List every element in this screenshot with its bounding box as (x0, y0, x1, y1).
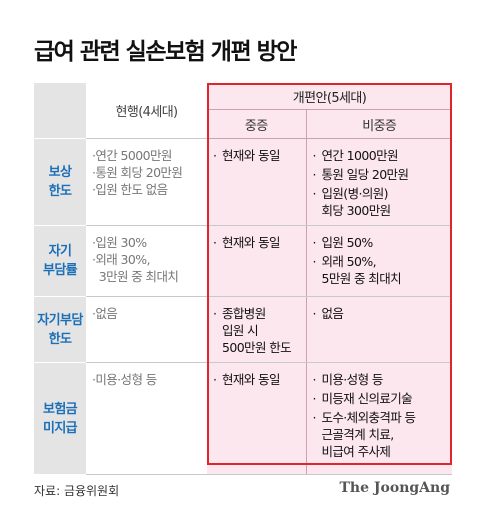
current-line: ·없음 (92, 306, 118, 321)
bullet-icon: · (213, 148, 217, 163)
list-item: · 현재와 동일 (213, 234, 300, 251)
list-item: · 없음 (313, 305, 447, 322)
bullet-icon: · (312, 167, 317, 182)
comparison-table: 현행(4세대) 개편안(5세대) 중증 비중증 보상 한도 ·연간 5000만원 ·통… (34, 83, 453, 475)
current-cell: ·없음 (86, 296, 207, 363)
bullet-icon: · (312, 306, 317, 321)
item-line: 도수·체외충격파 등 (321, 410, 417, 425)
item-line: 근골격계 치료, (321, 427, 395, 442)
table-row: 보험금 미지급 ·미용·성형 등 · 현재와 동일 · 미용·성형 등 · 미등재 신의료기술 ·… (34, 362, 453, 475)
bullet-icon: · (213, 235, 217, 250)
category-line: 부담률 (42, 263, 78, 278)
bullet-icon: · (312, 410, 317, 425)
item-line: 외래 50%, (321, 254, 377, 269)
list-item: · 입원 50% (313, 234, 447, 251)
list-item: · 통원 일당 20만원 (313, 166, 447, 183)
category-line: 보험금 (42, 401, 78, 417)
current-line: ·입원 30% (92, 235, 147, 250)
category-line: 자기 (48, 244, 72, 259)
category-line: 한도 (48, 331, 72, 347)
page-title: 급여 관련 실손보험 개편 방안 (34, 39, 297, 65)
category-line: 자기부담 (37, 312, 83, 328)
nonheavy-cell: · 없음 (306, 296, 453, 363)
current-line: ·외래 30%, (92, 252, 151, 267)
item-line: 비급여 주사제 (321, 444, 391, 459)
list-item: · 현재와 동일 (213, 371, 300, 388)
current-cell: ·연간 5000만원 ·통원 회당 20만원 ·입원 한도 없음 (86, 138, 207, 226)
item-line: 입원(병·의원) (321, 186, 389, 201)
item-line: 회당 300만원 (321, 203, 392, 218)
bullet-icon: · (312, 186, 317, 201)
category-line: 보상 (48, 165, 72, 180)
current-cell: ·미용·성형 등 (86, 362, 207, 475)
category-line: 미지급 (42, 420, 78, 436)
current-cell: ·입원 30% ·외래 30%, 3만원 중 최대치 (86, 225, 207, 297)
bullet-icon: · (312, 148, 317, 163)
heavy-cell: · 현재와 동일 (207, 225, 307, 297)
header-heavy: 중증 (207, 109, 307, 139)
current-line: ·통원 회당 20만원 (92, 165, 183, 180)
item-line: 5만원 중 최대치 (321, 271, 402, 286)
heavy-cell: · 현재와 동일 (207, 362, 307, 475)
item-line: 현재와 동일 (222, 235, 280, 250)
list-item: · 미용·성형 등 (313, 371, 447, 388)
item-line: 연간 1000만원 (321, 148, 399, 163)
table-row: 자기부담 한도 ·없음 · 종합병원 입원 시 500만원 한도 · 없음 (34, 296, 453, 363)
publisher-logo: The JoongAng (339, 480, 450, 496)
current-line: ·미용·성형 등 (92, 372, 157, 387)
bullet-icon: · (312, 372, 317, 387)
table-row: 자기 부담률 ·입원 30% ·외래 30%, 3만원 중 최대치 · 현재와 동일 · 입원… (34, 225, 453, 297)
current-line: ·입원 한도 없음 (92, 182, 168, 197)
bullet-icon: · (312, 254, 317, 269)
nonheavy-cell: · 연간 1000만원 · 통원 일당 20만원 · 입원(병·의원) 회당 300만원 (306, 138, 453, 226)
current-line: 3만원 중 최대치 (92, 269, 179, 284)
list-item: · 입원(병·의원) 회당 300만원 (313, 185, 447, 219)
heavy-cell: · 현재와 동일 (207, 138, 307, 226)
list-item: · 미등재 신의료기술 (313, 390, 447, 407)
bullet-icon: · (312, 391, 317, 406)
header-proposal: 개편안(5세대) (207, 83, 453, 110)
category-line: 한도 (48, 184, 72, 199)
nonheavy-cell: · 입원 50% · 외래 50%, 5만원 중 최대치 (306, 225, 453, 297)
item-line: 현재와 동일 (222, 372, 280, 387)
item-line: 종합병원 (222, 306, 266, 321)
item-line: 미용·성형 등 (321, 372, 384, 387)
bullet-icon: · (213, 306, 217, 321)
item-line: 입원 시 (222, 323, 259, 338)
item-line: 500만원 한도 (222, 340, 292, 355)
item-line: 통원 일당 20만원 (321, 167, 409, 182)
source-note: 자료: 금융위원회 (34, 484, 120, 498)
list-item: · 연간 1000만원 (313, 147, 447, 164)
item-line: 없음 (321, 306, 344, 321)
list-item: · 현재와 동일 (213, 147, 300, 164)
item-line: 입원 50% (321, 235, 374, 250)
bullet-icon: · (213, 372, 217, 387)
item-line: 미등재 신의료기술 (321, 391, 413, 406)
header-nonheavy: 비중증 (306, 109, 453, 139)
item-line: 현재와 동일 (222, 148, 280, 163)
list-item: · 외래 50%, 5만원 중 최대치 (313, 253, 447, 287)
bullet-icon: · (312, 235, 317, 250)
header-corner (34, 83, 86, 139)
header-current: 현행(4세대) (86, 83, 207, 139)
current-line: ·연간 5000만원 (92, 148, 172, 163)
